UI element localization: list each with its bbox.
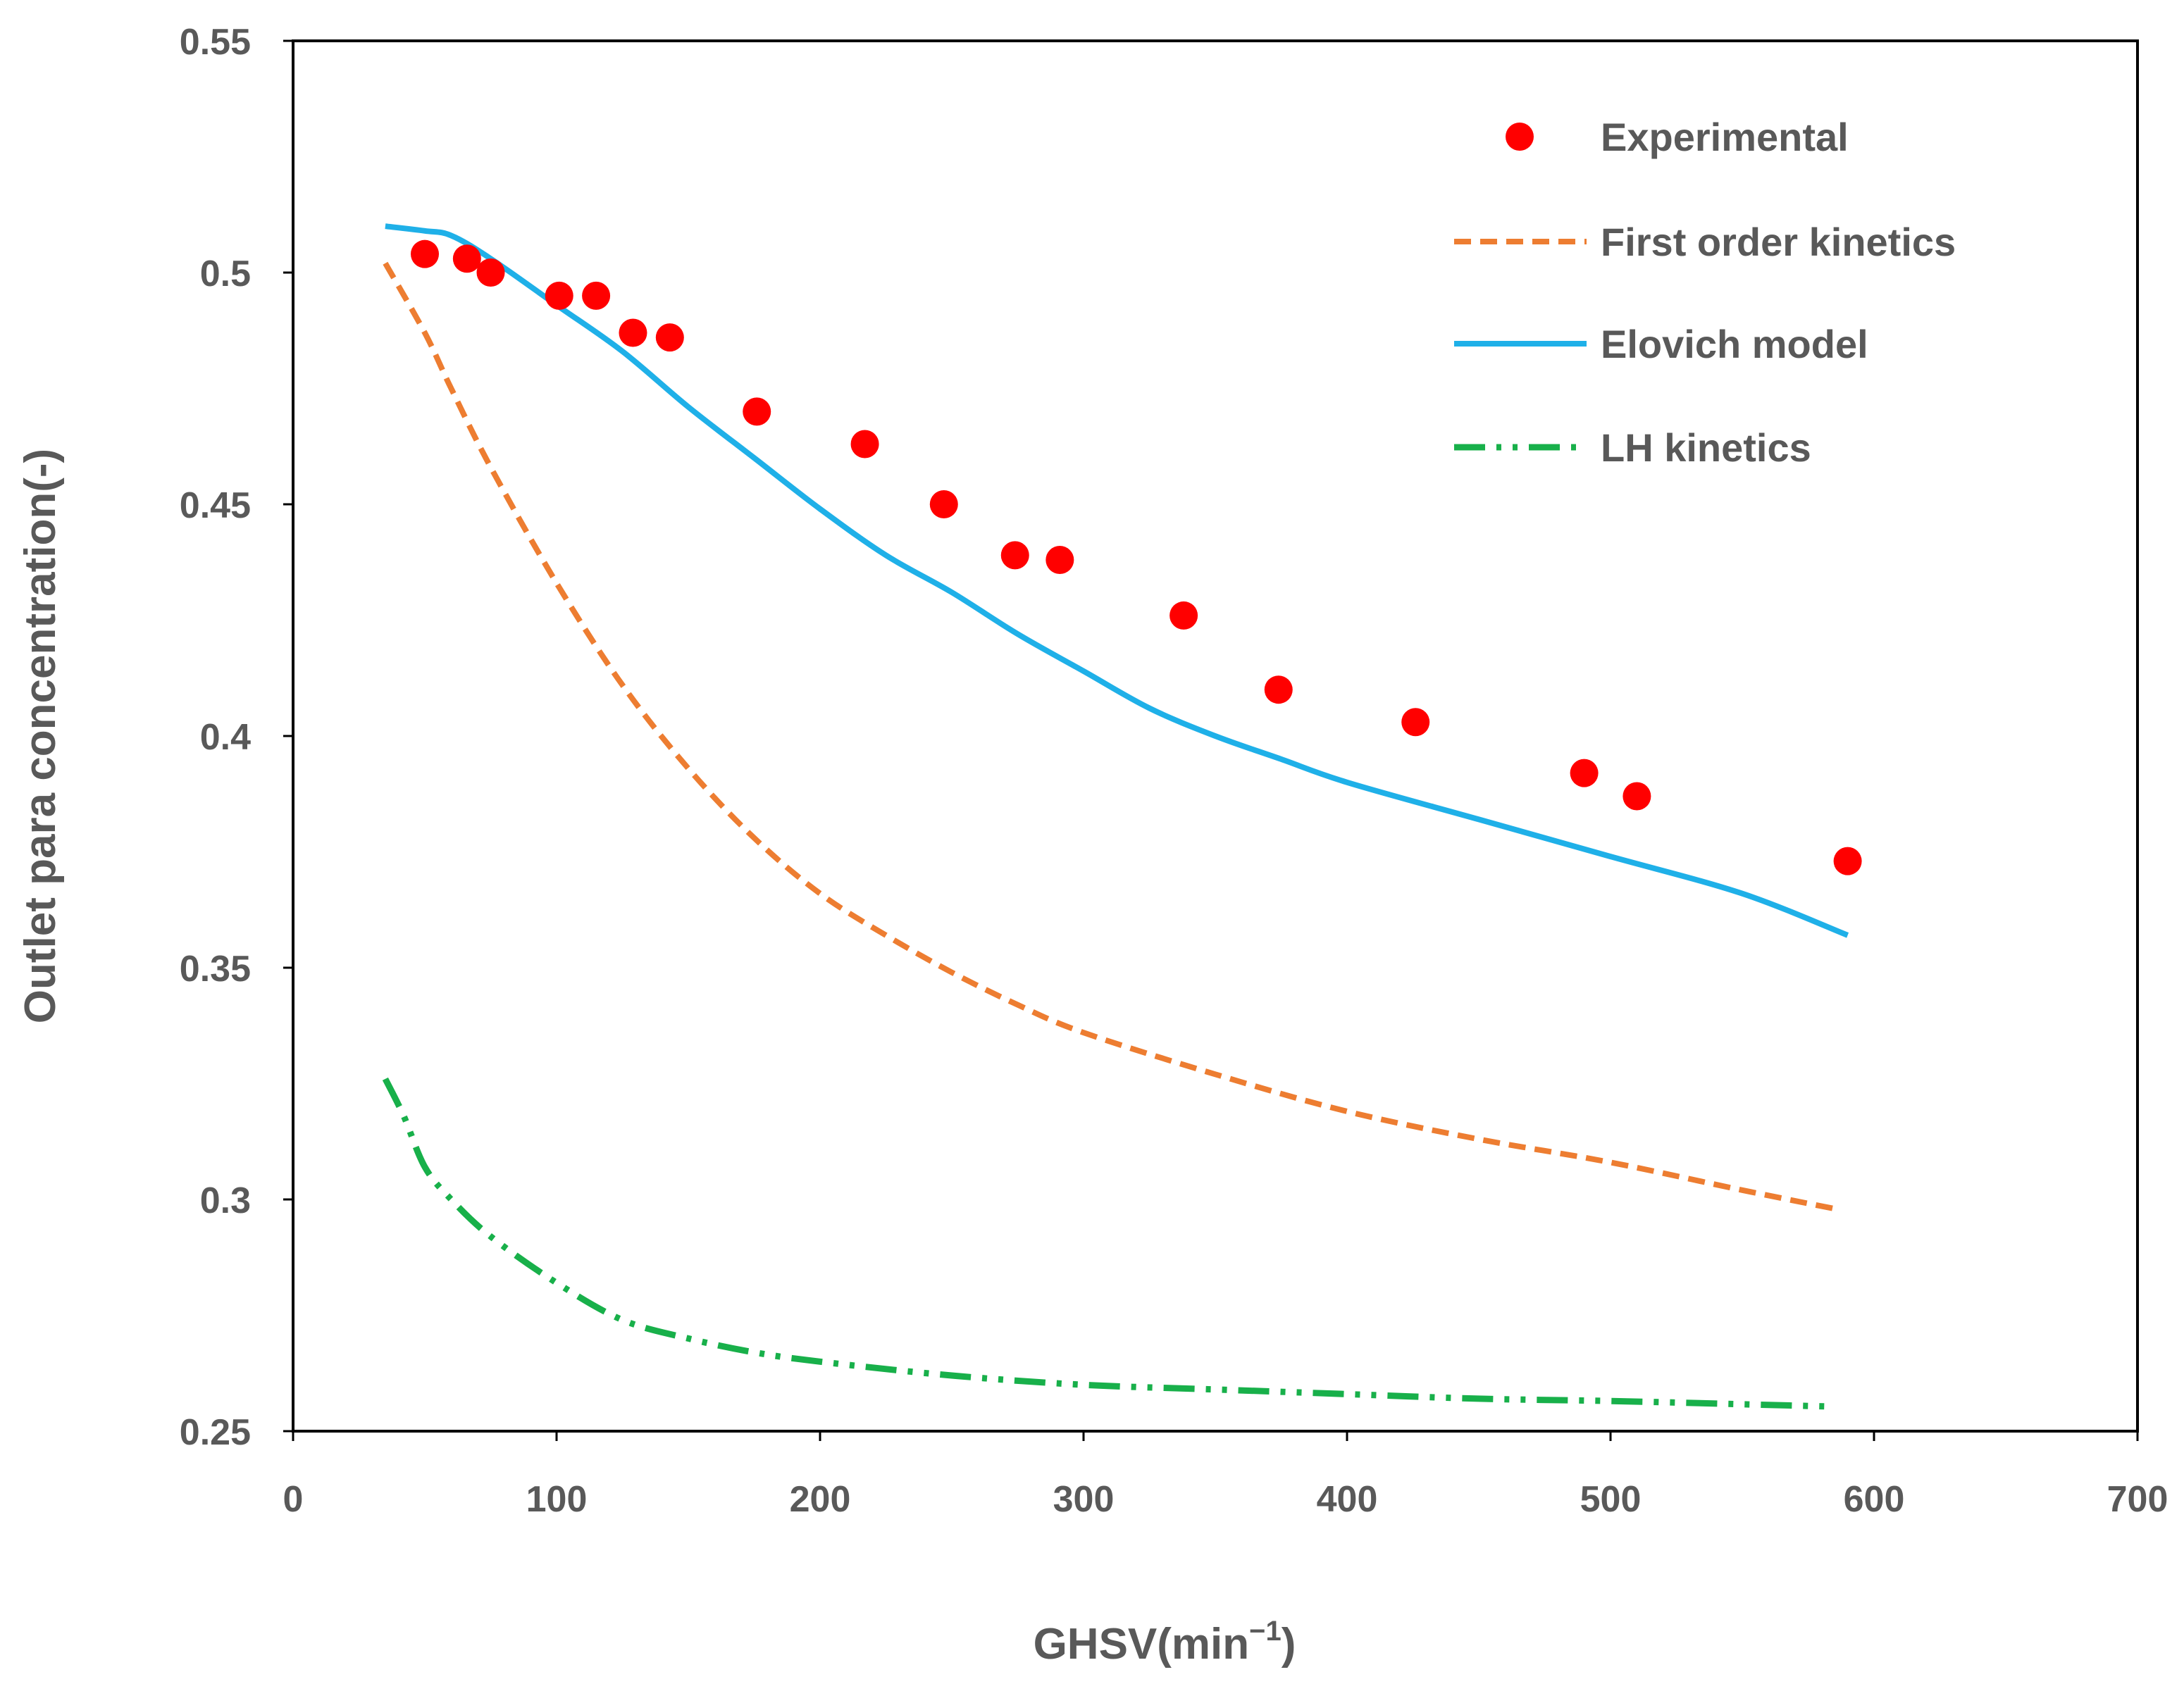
legend-label-elovich: Elovich model: [1601, 322, 1868, 366]
x-axis-title: GHSV(min−1): [1034, 1616, 1296, 1669]
y-tick-label: 0.45: [180, 485, 251, 526]
y-tick-label: 0.25: [180, 1412, 251, 1453]
data-point-experimental: [850, 430, 879, 459]
data-point-experimental: [1046, 545, 1074, 574]
legend-label-experimental: Experimental: [1601, 115, 1849, 159]
data-point-experimental: [1833, 847, 1862, 875]
series-line-lh-kinetics: [382, 1077, 1835, 1410]
x-axis-ticks: 0 100 200 300 400 500 600 700: [283, 1431, 2169, 1520]
y-tick-label: 0.55: [180, 22, 251, 63]
x-axis-title-close: ): [1282, 1620, 1296, 1669]
x-tick-label: 300: [1053, 1479, 1115, 1520]
x-tick-label: 100: [526, 1479, 588, 1520]
data-point-experimental: [743, 397, 771, 426]
data-point-experimental: [1169, 601, 1198, 630]
data-point-experimental: [476, 258, 505, 287]
x-tick-label: 200: [790, 1479, 851, 1520]
series-line-first-order-kinetics: [383, 261, 1835, 1212]
data-point-experimental: [582, 281, 611, 310]
data-point-experimental: [1623, 782, 1651, 811]
data-point-experimental: [1570, 759, 1599, 787]
data-point-experimental: [452, 244, 481, 273]
data-point-experimental: [655, 323, 684, 352]
data-point-experimental: [1264, 675, 1293, 704]
x-axis-title-superscript: −1: [1249, 1616, 1282, 1647]
x-tick-label: 0: [283, 1479, 304, 1520]
y-tick-label: 0.5: [200, 254, 251, 294]
x-axis-title-base: GHSV(min: [1034, 1620, 1250, 1669]
x-tick-label: 400: [1317, 1479, 1378, 1520]
legend-label-lh: LH kinetics: [1601, 425, 1811, 470]
x-tick-label: 700: [2107, 1479, 2169, 1520]
legend-marker-experimental: [1506, 123, 1534, 151]
data-point-experimental: [1401, 708, 1430, 737]
data-point-experimental: [1000, 541, 1029, 570]
data-point-experimental: [929, 490, 958, 518]
y-tick-label: 0.35: [180, 949, 251, 990]
y-axis-ticks: 0.25 0.3 0.35 0.4 0.45 0.5 0.55: [180, 22, 293, 1453]
x-tick-label: 500: [1580, 1479, 1642, 1520]
data-point-experimental: [619, 318, 647, 347]
x-tick-label: 600: [1844, 1479, 1905, 1520]
y-axis-title: Outlet para concentration(-): [16, 449, 65, 1023]
y-tick-label: 0.3: [200, 1180, 251, 1221]
y-tick-label: 0.4: [200, 717, 251, 758]
legend-label-first-order: First order kinetics: [1601, 220, 1956, 264]
experimental-points: [411, 239, 1862, 875]
legend: Experimental First order kinetics Elovic…: [1454, 115, 1956, 470]
data-point-experimental: [411, 239, 439, 268]
data-point-experimental: [545, 281, 573, 310]
